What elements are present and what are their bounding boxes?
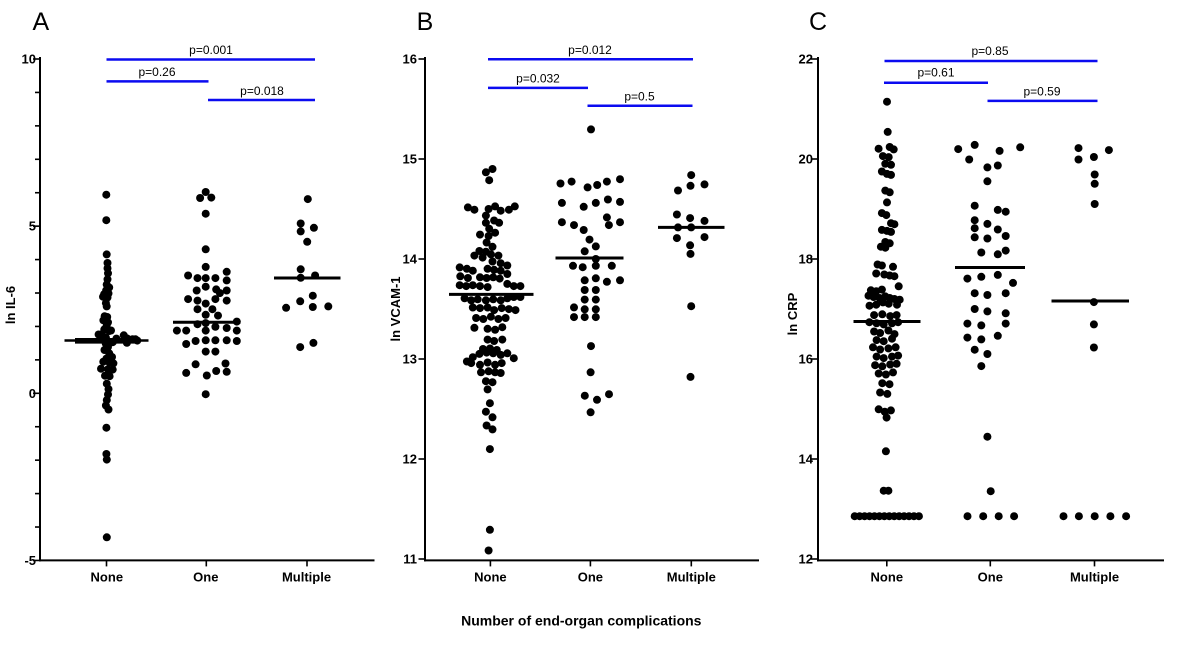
- svg-text:One: One: [193, 570, 218, 585]
- svg-text:p=0.032: p=0.032: [516, 72, 560, 86]
- svg-text:20: 20: [799, 152, 813, 167]
- svg-text:Multiple: Multiple: [667, 570, 716, 585]
- svg-text:13: 13: [403, 352, 417, 367]
- svg-text:p=0.001: p=0.001: [189, 43, 233, 57]
- svg-text:None: None: [91, 570, 124, 585]
- svg-text:0: 0: [29, 386, 36, 401]
- svg-text:ln CRP: ln CRP: [785, 292, 800, 335]
- svg-text:14: 14: [403, 252, 418, 267]
- svg-text:12: 12: [799, 552, 813, 567]
- svg-text:11: 11: [403, 552, 417, 567]
- svg-text:22: 22: [799, 52, 813, 67]
- svg-text:5: 5: [29, 219, 36, 234]
- svg-text:None: None: [474, 570, 507, 585]
- svg-text:16: 16: [403, 52, 417, 67]
- svg-text:p=0.59: p=0.59: [1023, 85, 1060, 99]
- svg-text:None: None: [871, 570, 904, 585]
- svg-text:p=0.012: p=0.012: [568, 43, 612, 57]
- svg-text:10: 10: [22, 52, 36, 67]
- svg-text:C: C: [809, 8, 827, 36]
- svg-text:p=0.26: p=0.26: [138, 65, 175, 79]
- svg-text:12: 12: [403, 452, 417, 467]
- svg-text:Multiple: Multiple: [1070, 570, 1119, 585]
- svg-text:One: One: [978, 570, 1003, 585]
- svg-text:16: 16: [799, 352, 813, 367]
- svg-text:Number of end-organ complicati: Number of end-organ complications: [461, 613, 702, 629]
- svg-text:18: 18: [799, 252, 813, 267]
- svg-text:A: A: [32, 8, 49, 36]
- svg-text:B: B: [417, 8, 434, 36]
- svg-text:p=0.5: p=0.5: [624, 90, 655, 104]
- svg-text:One: One: [578, 570, 603, 585]
- svg-text:-5: -5: [24, 553, 36, 568]
- svg-text:p=0.61: p=0.61: [917, 66, 954, 80]
- svg-text:p=0.018: p=0.018: [240, 84, 284, 98]
- svg-text:ln VCAM-1: ln VCAM-1: [388, 277, 403, 342]
- svg-text:14: 14: [799, 452, 814, 467]
- svg-text:Multiple: Multiple: [282, 570, 331, 585]
- svg-text:ln IL-6: ln IL-6: [3, 286, 18, 324]
- svg-text:15: 15: [403, 152, 417, 167]
- svg-text:p=0.85: p=0.85: [971, 44, 1008, 58]
